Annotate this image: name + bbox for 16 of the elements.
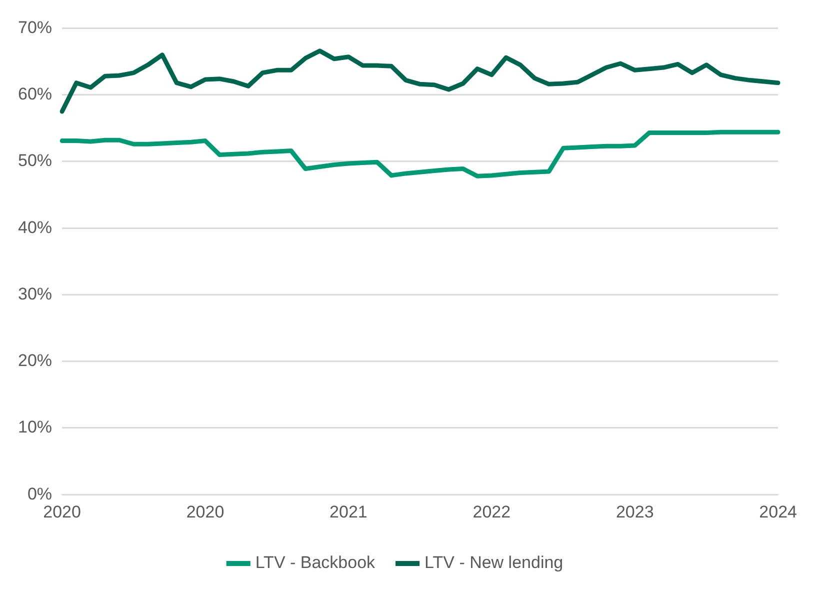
x-tick-label: 2023: [616, 502, 654, 522]
y-tick-label: 0%: [27, 484, 52, 504]
y-tick-label: 50%: [18, 151, 52, 170]
y-tick-label: 60%: [18, 84, 52, 104]
x-tick-label: 2022: [472, 502, 511, 522]
x-tick-label: 2020: [186, 502, 224, 522]
y-tick-label: 10%: [18, 418, 52, 437]
x-tick-label: 2021: [330, 502, 368, 522]
legend-label: LTV - Backbook: [255, 553, 376, 572]
y-tick-label: 20%: [18, 351, 52, 370]
y-tick-label: 30%: [18, 284, 52, 304]
y-tick-label: 40%: [18, 218, 52, 237]
x-tick-label: 2024: [759, 502, 798, 522]
legend-label: LTV - New lending: [424, 553, 564, 572]
x-tick-label: 2020: [43, 502, 81, 522]
y-tick-label: 70%: [18, 18, 52, 37]
